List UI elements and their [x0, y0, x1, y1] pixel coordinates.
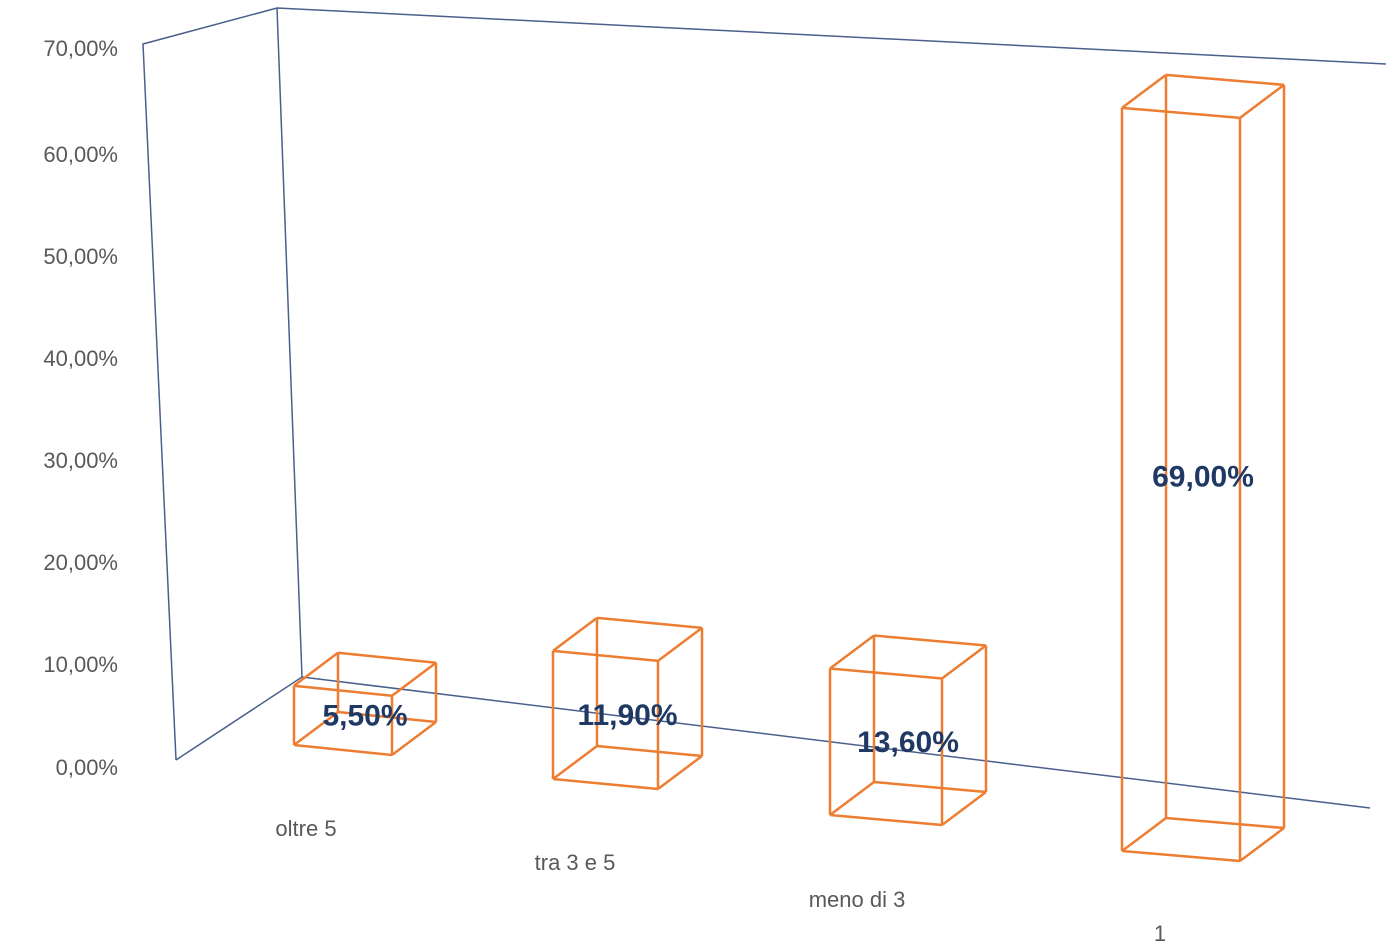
data-label: 69,00%: [1152, 460, 1254, 493]
bar: [292, 651, 438, 757]
y-tick-label: 0,00%: [56, 755, 118, 780]
category-label: 1: [1154, 921, 1166, 944]
y-tick-label: 30,00%: [43, 448, 118, 473]
y-axis: 0,00% 10,00% 20,00% 30,00% 40,00% 50,00%…: [43, 36, 118, 780]
y-tick-label: 10,00%: [43, 652, 118, 677]
y-tick-label: 60,00%: [43, 142, 118, 167]
data-label: 5,50%: [322, 699, 407, 732]
bars: [292, 73, 1286, 863]
bar-edge: [293, 684, 393, 698]
y-tick-label: 40,00%: [43, 346, 118, 371]
bar-edge: [1165, 73, 1285, 87]
bar-edge: [1121, 849, 1241, 863]
data-label: 11,90%: [577, 699, 677, 732]
data-label: 13,60%: [857, 726, 959, 759]
bar-edge: [829, 813, 943, 827]
bar-edge: [293, 743, 393, 757]
bar-edge: [873, 780, 987, 794]
bar-edge: [1121, 817, 1167, 852]
bar-edge: [829, 781, 875, 816]
bar-edge: [552, 616, 598, 652]
bar-edge: [1121, 106, 1241, 120]
bar-edge: [941, 791, 987, 826]
bar-edge: [941, 644, 987, 680]
bar-edge: [293, 651, 339, 687]
bar-edge: [596, 744, 703, 758]
category-label: oltre 5: [275, 816, 336, 841]
y-tick-label: 50,00%: [43, 244, 118, 269]
bar: [828, 634, 988, 827]
y-tick-label: 70,00%: [43, 36, 118, 61]
category-label: meno di 3: [809, 887, 906, 912]
bar-edge: [596, 616, 703, 630]
bar-edge: [337, 651, 437, 665]
bar-edge: [657, 755, 703, 790]
bar-edge: [391, 661, 437, 697]
bar-edge: [391, 721, 437, 756]
bar: [1120, 73, 1286, 863]
bar-edge: [1239, 83, 1285, 119]
bar-edge: [1121, 73, 1167, 109]
category-label: tra 3 e 5: [535, 850, 616, 875]
bar-edge: [293, 711, 339, 746]
chart-frame: [142, 7, 1386, 809]
back-wall-outline: [142, 7, 1386, 761]
bar-edge: [829, 667, 943, 680]
floor-outline: [175, 676, 1371, 809]
bar-edge: [873, 634, 987, 647]
bar-edge: [552, 745, 598, 780]
data-labels: 5,50% 11,90% 13,60% 69,00%: [322, 460, 1253, 758]
bar-edge: [552, 777, 659, 791]
bar: [551, 616, 704, 791]
bar-edge: [337, 710, 437, 724]
bar-edge: [552, 649, 659, 663]
bar-edge: [1165, 816, 1285, 830]
x-axis: oltre 5 tra 3 e 5 meno di 3 1: [275, 816, 1166, 944]
bar-edge: [1239, 827, 1285, 862]
bar-edge: [657, 626, 703, 662]
y-tick-label: 20,00%: [43, 550, 118, 575]
bar-edge: [829, 634, 875, 670]
back-wall-vertical-edge: [276, 7, 303, 678]
